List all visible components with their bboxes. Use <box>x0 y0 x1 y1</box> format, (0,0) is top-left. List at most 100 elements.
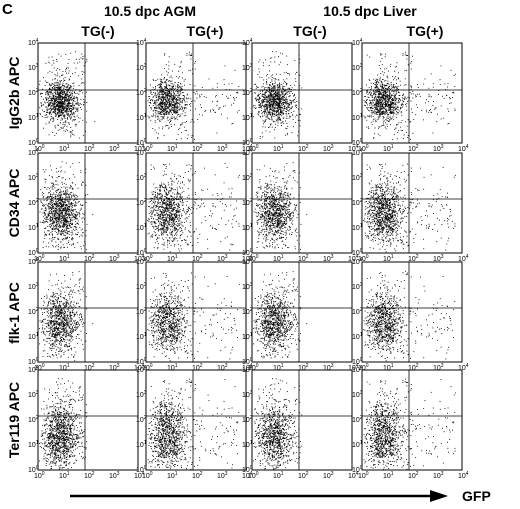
x-tick-label: 104 <box>458 144 469 153</box>
y-tick-label: 100 <box>352 357 363 366</box>
panel-frame <box>251 261 353 363</box>
x-tick-label: 101 <box>273 471 284 480</box>
x-tick-label: 103 <box>109 363 120 372</box>
x-tick-label: 104 <box>458 254 469 263</box>
y-tick-label: 100 <box>352 465 363 474</box>
x-tick-label: 100 <box>142 363 153 372</box>
y-tick-label: 103 <box>352 63 363 72</box>
panel-frame <box>37 152 139 254</box>
flow-panel-1-4: 100 101 102 103 104 100 101 102 103 104 <box>352 38 469 153</box>
panel-frame <box>145 261 247 363</box>
x-tick-label: 103 <box>109 144 120 153</box>
row-label-cd34: CD34 APC <box>6 169 22 238</box>
scatter-events <box>253 378 303 470</box>
y-tick-label: 104 <box>352 257 363 266</box>
y-tick-label: 100 <box>28 138 39 147</box>
y-tick-label: 102 <box>28 88 39 97</box>
y-tick-label: 104 <box>28 365 39 374</box>
y-tick-label: 101 <box>242 332 253 341</box>
y-tick-label: 101 <box>28 332 39 341</box>
panel-frame <box>361 42 463 144</box>
x-tick-label: 100 <box>34 471 45 480</box>
y-tick-label: 104 <box>28 148 39 157</box>
y-tick-label: 102 <box>352 415 363 424</box>
y-tick-label: 100 <box>352 138 363 147</box>
panel-frame <box>37 369 139 471</box>
y-tick-label: 104 <box>352 38 363 47</box>
y-tick-label: 101 <box>242 440 253 449</box>
y-tick-label: 104 <box>28 38 39 47</box>
y-tick-label: 101 <box>28 223 39 232</box>
x-tick-label: 103 <box>323 144 334 153</box>
panel-frame <box>361 261 463 363</box>
x-tick-label: 104 <box>134 363 145 372</box>
y-tick-label: 100 <box>242 357 253 366</box>
y-tick-label: 101 <box>136 332 147 341</box>
scatter-events <box>147 378 240 470</box>
x-tick-label: 101 <box>59 363 70 372</box>
x-tick-label: 100 <box>142 144 153 153</box>
x-tick-label: 100 <box>248 144 259 153</box>
y-tick-label: 100 <box>242 465 253 474</box>
x-tick-label: 104 <box>348 363 359 372</box>
y-tick-label: 103 <box>28 63 39 72</box>
x-tick-label: 104 <box>242 363 253 372</box>
row-label-igg2b: IgG2b APC <box>6 57 22 130</box>
y-tick-label: 104 <box>242 38 253 47</box>
panel-frame <box>145 369 247 471</box>
x-tick-label: 104 <box>242 254 253 263</box>
x-tick-label: 101 <box>383 471 394 480</box>
x-tick-label: 100 <box>142 471 153 480</box>
y-tick-label: 101 <box>242 223 253 232</box>
y-tick-label: 103 <box>136 390 147 399</box>
y-tick-label: 103 <box>242 282 253 291</box>
x-tick-label: 102 <box>408 144 419 153</box>
x-tick-label: 102 <box>298 254 309 263</box>
y-tick-label: 102 <box>136 415 147 424</box>
scatter-events <box>39 51 96 139</box>
x-tick-label: 103 <box>217 254 228 263</box>
y-tick-label: 100 <box>242 248 253 257</box>
y-tick-label: 104 <box>136 365 147 374</box>
group-header-liver: 10.5 dpc Liver <box>323 3 417 19</box>
x-tick-label: 100 <box>248 254 259 263</box>
y-tick-label: 102 <box>242 307 253 316</box>
y-tick-label: 102 <box>352 198 363 207</box>
y-tick-label: 101 <box>242 113 253 122</box>
x-tick-label: 103 <box>323 254 334 263</box>
x-tick-label: 103 <box>433 144 444 153</box>
y-tick-label: 104 <box>352 365 363 374</box>
panel-frame <box>37 261 139 363</box>
y-tick-label: 102 <box>28 415 39 424</box>
x-tick-label: 101 <box>59 144 70 153</box>
x-tick-label: 101 <box>59 254 70 263</box>
y-tick-label: 101 <box>136 223 147 232</box>
scatter-events <box>363 378 456 470</box>
x-tick-label: 100 <box>34 363 45 372</box>
y-tick-label: 101 <box>28 113 39 122</box>
y-tick-label: 103 <box>28 282 39 291</box>
y-tick-label: 101 <box>28 440 39 449</box>
panel-frame <box>251 369 353 471</box>
y-tick-label: 101 <box>136 440 147 449</box>
panel-frame <box>145 42 247 144</box>
x-tick-label: 100 <box>248 471 259 480</box>
x-tick-label: 100 <box>358 144 369 153</box>
y-tick-label: 104 <box>136 148 147 157</box>
x-tick-label: 104 <box>242 471 253 480</box>
x-tick-label: 104 <box>458 363 469 372</box>
x-tick-label: 102 <box>84 144 95 153</box>
row-label-ter119: Ter119 APC <box>6 382 22 458</box>
y-tick-label: 102 <box>136 88 147 97</box>
y-tick-label: 102 <box>136 198 147 207</box>
scatter-events <box>39 161 94 250</box>
scatter-events <box>147 272 240 362</box>
